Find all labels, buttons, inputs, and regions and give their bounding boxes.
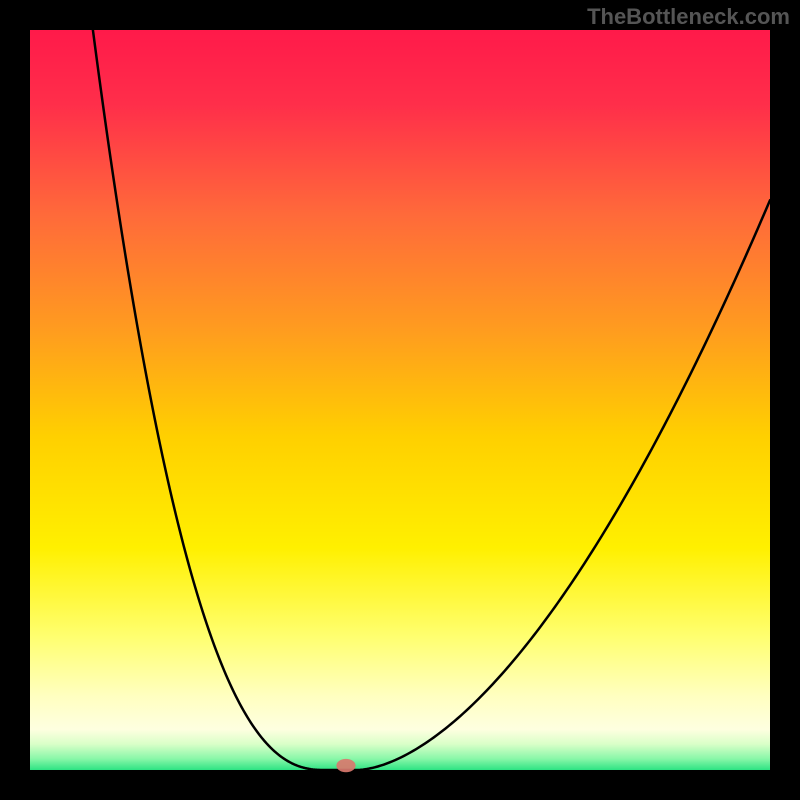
notch-marker xyxy=(336,759,355,772)
watermark-text: TheBottleneck.com xyxy=(587,4,790,30)
bottleneck-chart xyxy=(0,0,800,800)
chart-container: TheBottleneck.com xyxy=(0,0,800,800)
plot-background xyxy=(30,30,770,770)
